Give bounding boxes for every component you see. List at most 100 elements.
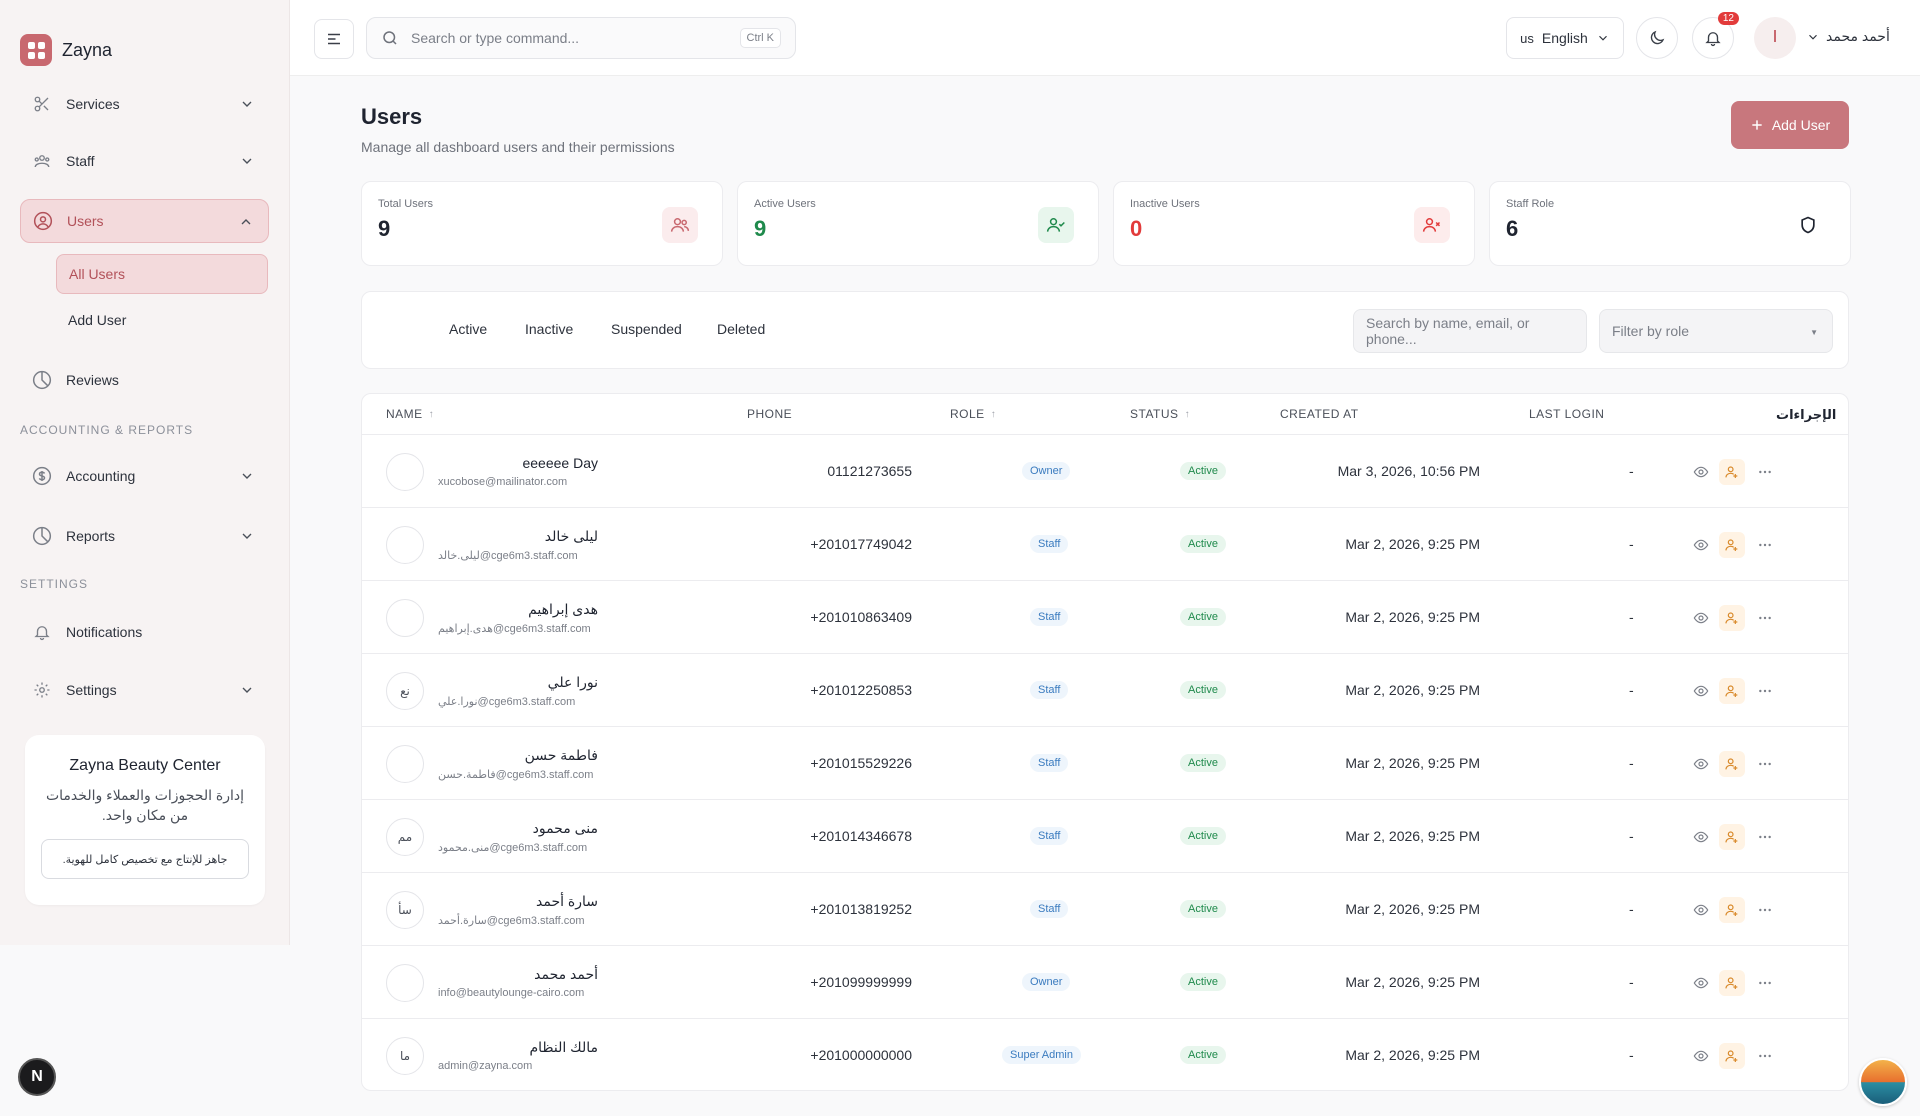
user-menu[interactable]: أحمد محمد <box>1806 28 1890 45</box>
ellipsis-icon <box>1759 908 1771 912</box>
more-actions-button[interactable] <box>1752 532 1778 558</box>
add-user-button[interactable]: Add User <box>1731 101 1849 149</box>
sidebar-item-reports[interactable]: Reports <box>20 514 269 558</box>
tab-deleted[interactable]: Deleted <box>717 321 766 337</box>
more-actions-button[interactable] <box>1752 970 1778 996</box>
avatar <box>386 453 424 491</box>
change-role-button[interactable] <box>1719 532 1745 558</box>
theme-toggle-button[interactable] <box>1636 17 1678 59</box>
table-row[interactable]: eeeeee Day xucobose@mailinator.com 0112127… <box>362 435 1848 508</box>
change-role-button[interactable] <box>1719 459 1745 485</box>
view-button[interactable] <box>1688 1043 1714 1069</box>
view-button[interactable] <box>1688 824 1714 850</box>
assistant-avatar[interactable] <box>1859 1058 1907 1106</box>
sidebar-subitem-all-users[interactable]: All Users <box>56 254 268 294</box>
dev-tools-badge[interactable]: N <box>18 1058 56 1096</box>
caret-down-icon: ▼ <box>1810 328 1818 337</box>
stat-label: Active Users <box>754 198 816 210</box>
change-role-button[interactable] <box>1719 1043 1745 1069</box>
stat-value: 6 <box>1506 216 1519 241</box>
language-select[interactable]: us English <box>1506 17 1624 59</box>
more-actions-button[interactable] <box>1752 459 1778 485</box>
change-role-button[interactable] <box>1719 678 1745 704</box>
user-email: سارة.أحمد@cge6m3.staff.com <box>438 915 585 927</box>
sidebar-item-services[interactable]: Services <box>20 82 269 126</box>
user-name: فاطمة حسن <box>524 747 598 763</box>
change-role-button[interactable] <box>1719 897 1745 923</box>
column-header-label: PHONE <box>747 407 793 421</box>
filter-bar: Active Inactive Suspended Deleted Search… <box>361 291 1849 369</box>
promo-chip: جاهز للإنتاج مع تخصيص كامل للهوية. <box>41 839 249 879</box>
view-button[interactable] <box>1688 605 1714 631</box>
avatar: مم <box>386 818 424 856</box>
sidebar-item-users[interactable]: Users <box>20 199 269 243</box>
view-button[interactable] <box>1688 532 1714 558</box>
sidebar-item-accounting[interactable]: Accounting <box>20 454 269 498</box>
table-row[interactable]: هدى إبراهيم هدى.إبراهيم@cge6m3.staff.com +… <box>362 581 1848 654</box>
column-header-role[interactable]: ROLE ↑ <box>950 407 996 421</box>
role-badge: Owner <box>1022 462 1071 480</box>
table-row[interactable]: نع نورا علي نورا.علي@cge6m3.staff.com +2010… <box>362 654 1848 727</box>
more-actions-button[interactable] <box>1752 897 1778 923</box>
view-button[interactable] <box>1688 751 1714 777</box>
avatar <box>386 745 424 783</box>
change-role-button[interactable] <box>1719 970 1745 996</box>
eye-icon <box>1693 685 1709 697</box>
sidebar-item-notifications[interactable]: Notifications <box>20 610 269 654</box>
view-button[interactable] <box>1688 678 1714 704</box>
sidebar-item-label: Reports <box>66 528 116 544</box>
sidebar-subitem-add-user[interactable]: Add User <box>56 300 268 340</box>
tab-suspended[interactable]: Suspended <box>611 321 682 337</box>
search-placeholder: Search by name, email, or phone... <box>1366 315 1530 347</box>
last-login: - <box>1629 463 1634 479</box>
user-search-input[interactable]: Search by name, email, or phone... <box>1353 309 1587 353</box>
menu-icon <box>328 33 340 45</box>
team-icon <box>32 151 52 171</box>
sidebar-item-settings[interactable]: Settings <box>20 668 269 712</box>
change-role-button[interactable] <box>1719 824 1745 850</box>
sidebar-item-label: Settings <box>66 682 117 698</box>
more-actions-button[interactable] <box>1752 1043 1778 1069</box>
view-button[interactable] <box>1688 459 1714 485</box>
user-name: سارة أحمد <box>536 893 598 909</box>
column-header-created: CREATED AT <box>1280 407 1359 421</box>
table-row[interactable]: أحمد محمد info@beautylounge-cairo.com +201… <box>362 946 1848 1019</box>
created-at: Mar 2, 2026, 9:25 PM <box>1345 901 1480 917</box>
view-button[interactable] <box>1688 970 1714 996</box>
notifications-button[interactable]: 12 <box>1692 12 1739 59</box>
role-badge: Staff <box>1030 535 1069 553</box>
table-row[interactable]: ما مالك النظام admin@zayna.com +20100000000… <box>362 1019 1848 1090</box>
table-row[interactable]: ليلى خالد ليلى.خالد@cge6m3.staff.com +2010… <box>362 508 1848 581</box>
eye-icon <box>1693 977 1709 989</box>
sidebar: Zayna Services Staff Users All Users Add… <box>0 0 290 945</box>
column-header-status[interactable]: STATUS ↑ <box>1130 407 1190 421</box>
command-search-input[interactable]: Search or type command... Ctrl K <box>366 17 796 59</box>
menu-toggle-button[interactable] <box>314 19 354 59</box>
brand[interactable]: Zayna <box>20 34 112 66</box>
tab-inactive[interactable]: Inactive <box>525 321 574 337</box>
table-row[interactable]: فاطمة حسن فاطمة.حسن@cge6m3.staff.com +2010… <box>362 727 1848 800</box>
more-actions-button[interactable] <box>1752 824 1778 850</box>
column-header-name[interactable]: NAME ↑ <box>386 407 434 421</box>
table-row[interactable]: سأ سارة أحمد سارة.أحمد@cge6m3.staff.com +20… <box>362 873 1848 946</box>
ellipsis-icon <box>1759 543 1771 547</box>
status-badge: Active <box>1180 1046 1226 1064</box>
role-filter-select[interactable]: Filter by role ▼ <box>1599 309 1833 353</box>
user-avatar[interactable] <box>1754 17 1796 59</box>
avatar-initials: سأ <box>398 903 412 917</box>
tab-active[interactable]: Active <box>449 321 488 337</box>
sidebar-item-staff[interactable]: Staff <box>20 139 269 183</box>
view-button[interactable] <box>1688 897 1714 923</box>
user-phone: +201017749042 <box>810 536 912 552</box>
more-actions-button[interactable] <box>1752 605 1778 631</box>
more-actions-button[interactable] <box>1752 751 1778 777</box>
chevron-up-icon <box>241 219 251 225</box>
column-header-label: ROLE <box>950 407 985 421</box>
more-actions-button[interactable] <box>1752 678 1778 704</box>
change-role-button[interactable] <box>1719 605 1745 631</box>
sidebar-item-reviews[interactable]: Reviews <box>20 358 269 402</box>
plus-icon <box>1752 120 1762 130</box>
sidebar-item-label: Notifications <box>66 624 143 640</box>
change-role-button[interactable] <box>1719 751 1745 777</box>
table-row[interactable]: مم منى محمود منى.محمود@cge6m3.staff.com +20… <box>362 800 1848 873</box>
